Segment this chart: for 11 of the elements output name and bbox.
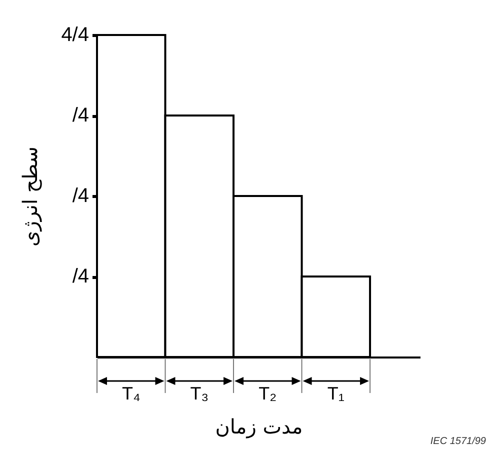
text: /4 [72,104,89,126]
y-axis-title: سطح انرژی [18,146,42,246]
x-tick-label: T₃ [190,384,209,404]
x-tick-label: T₂ [258,384,277,404]
x-axis-title: مدت زمان [215,414,303,438]
x-tick-label: T₁ [327,384,344,404]
x-tick-label: T₄ [122,384,140,404]
text: IEC 1571/99 [430,436,486,447]
text: /4 [72,185,89,207]
text: /4 [72,266,89,288]
text: 4/4 [61,24,89,46]
